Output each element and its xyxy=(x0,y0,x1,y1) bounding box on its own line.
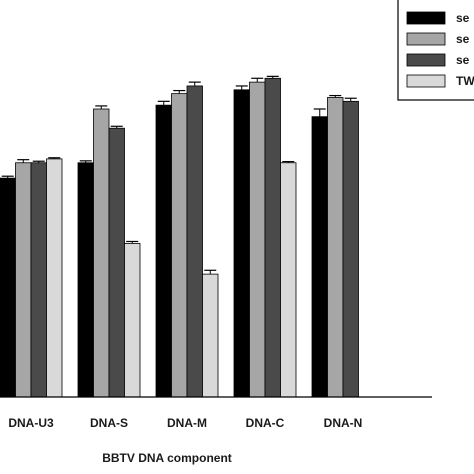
bar-dna-s-series-4 xyxy=(124,242,141,398)
error-bar-dna-n-series-2 xyxy=(329,94,342,98)
error-bar-dna-n-series-1 xyxy=(313,108,326,117)
legend-swatch xyxy=(406,74,446,88)
bar-dna-u3-series-1 xyxy=(0,177,16,398)
error-bar-dna-u3-series-4 xyxy=(48,157,61,159)
legend-swatch xyxy=(406,53,446,67)
error-bar-dna-s-series-1 xyxy=(79,160,92,163)
bar-dna-s-series-3 xyxy=(108,127,125,398)
bar-dna-m-series-3 xyxy=(186,85,203,398)
legend-items: se se se TW xyxy=(406,11,474,88)
x-tick-label: DNA-C xyxy=(246,416,285,430)
error-bar-dna-c-series-3 xyxy=(266,75,279,79)
error-bar-dna-u3-series-2 xyxy=(17,159,30,163)
error-bar-dna-m-series-3 xyxy=(188,81,201,86)
x-tick-label: DNA-S xyxy=(90,416,128,430)
legend-label: se xyxy=(456,32,470,46)
error-bar-dna-s-series-4 xyxy=(126,240,139,244)
error-bar-dna-u3-series-3 xyxy=(32,160,45,163)
error-bar-dna-m-series-2 xyxy=(173,89,186,94)
legend-label: TW xyxy=(456,74,474,88)
bar-dna-n-series-2 xyxy=(327,97,344,398)
bar-dna-c-series-4 xyxy=(280,162,297,398)
error-bar-dna-m-series-4 xyxy=(204,269,217,275)
error-bar-dna-s-series-2 xyxy=(95,105,108,109)
bar-dna-c-series-3 xyxy=(264,77,281,398)
legend-label: se xyxy=(456,11,470,25)
error-bar-dna-c-series-2 xyxy=(251,77,264,83)
bar-dna-u3-series-3 xyxy=(30,162,47,398)
bar-dna-n-series-3 xyxy=(342,100,359,398)
error-bar-dna-n-series-3 xyxy=(344,97,357,102)
error-bar-dna-u3-series-1 xyxy=(1,175,14,179)
x-tick-label: DNA-M xyxy=(167,416,207,430)
bar-dna-u3-series-4 xyxy=(46,158,63,398)
bars-layer xyxy=(0,75,359,398)
legend-label: se xyxy=(456,53,470,67)
error-bar-dna-c-series-1 xyxy=(235,85,248,90)
bar-dna-m-series-2 xyxy=(171,93,188,398)
error-bar-dna-m-series-1 xyxy=(157,100,170,106)
legend: se se se TW xyxy=(397,0,474,101)
bar-dna-m-series-4 xyxy=(202,273,219,398)
bar-dna-m-series-1 xyxy=(155,104,172,398)
bar-dna-u3-series-2 xyxy=(15,162,32,398)
bar-dna-s-series-1 xyxy=(77,162,94,398)
bar-dna-c-series-2 xyxy=(249,81,266,398)
bar-dna-s-series-2 xyxy=(93,108,110,398)
bar-dna-n-series-1 xyxy=(311,116,328,398)
error-bar-dna-c-series-4 xyxy=(282,161,295,163)
x-tick-label: DNA-N xyxy=(324,416,363,430)
legend-swatch xyxy=(406,11,446,25)
legend-swatch xyxy=(406,32,446,46)
bar-dna-c-series-1 xyxy=(233,89,250,398)
error-bar-dna-s-series-3 xyxy=(110,125,123,129)
x-tick-label: DNA-U3 xyxy=(8,416,54,430)
x-axis-title: BBTV DNA component xyxy=(102,451,232,465)
